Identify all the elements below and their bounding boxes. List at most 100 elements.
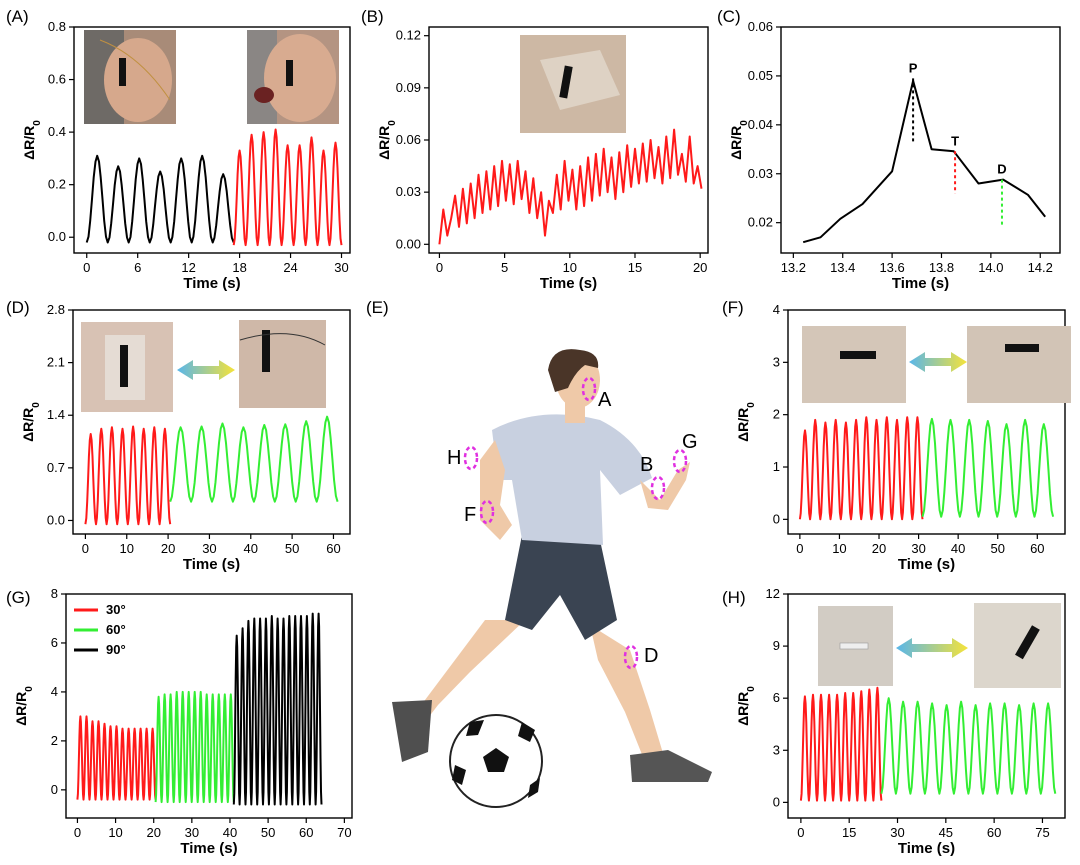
plot-frame: [65, 593, 353, 819]
chart-b: 0 5 10 15 20 0.00 0.03 0.06 0.09 0.12 Time (s) ΔR/R…: [376, 26, 709, 292]
series-line-1: [802, 79, 1046, 244]
y-axis-title: ΔR/R0: [13, 686, 35, 726]
panel-label-h: (H): [722, 588, 746, 607]
y-tick-label: 4: [773, 302, 780, 317]
y-tick-label: 2.1: [47, 355, 65, 370]
legend-label: 90°: [106, 642, 126, 657]
x-tick-label: 0: [796, 541, 803, 556]
y-tick-label: 0.05: [748, 68, 773, 83]
x-tick-label: 50: [990, 541, 1004, 556]
y-axis-title: ΔR/R0: [728, 120, 750, 160]
y-tick-label: 2: [773, 407, 780, 422]
annotation-label-t: T: [951, 133, 959, 148]
y-tick-label: 0.0: [48, 229, 66, 244]
photo-f-elbow-bent: [967, 326, 1071, 403]
x-axis-title: Time (s): [892, 275, 949, 292]
y-tick-label: 8: [51, 586, 58, 601]
runner-illustration: [392, 349, 712, 782]
x-tick-label: 30: [202, 541, 216, 556]
y-axis-title: ΔR/R0: [21, 120, 43, 160]
plot-frame: [787, 309, 1066, 535]
x-tick-label: 10: [563, 260, 577, 275]
x-axis-title: Time (s): [180, 840, 237, 857]
y-tick-label: 0.4: [48, 124, 66, 139]
marker-a: A: [598, 389, 612, 411]
panel-label-a: (A): [6, 7, 29, 26]
x-tick-label: 13.2: [781, 260, 806, 275]
x-tick-label: 20: [693, 260, 707, 275]
x-axis-title: Time (s): [183, 275, 240, 292]
y-tick-label: 0.0: [47, 512, 65, 527]
x-axis-title: Time (s): [898, 840, 955, 857]
x-axis-title: Time (s): [183, 556, 240, 573]
y-tick-label: 0.12: [396, 28, 421, 43]
x-tick-label: 40: [244, 541, 258, 556]
photo-d-knee-bent: [239, 320, 326, 408]
panel-label-d: (D): [6, 298, 30, 317]
x-tick-label: 10: [108, 825, 122, 840]
photo-d-knee-straight: [81, 322, 173, 412]
x-tick-label: 15: [628, 260, 642, 275]
chart-h: 0 15 30 45 60 75 0 3 6 9 12 Time (s) ΔR/R0: [735, 586, 1066, 857]
location-markers: A B G H F D: [447, 376, 698, 670]
y-tick-label: 0: [773, 794, 780, 809]
chart-d: 0 10 20 30 40 50 60 0.0 0.7 1.4 2.1 2.8 Time (s) ΔR/R…: [20, 302, 351, 573]
plot-frame: [780, 26, 1061, 254]
x-tick-label: 10: [832, 541, 846, 556]
x-tick-label: 24: [283, 260, 297, 275]
x-tick-label: 20: [872, 541, 886, 556]
x-tick-label: 45: [939, 825, 953, 840]
x-tick-label: 40: [951, 541, 965, 556]
y-tick-label: 0.00: [396, 236, 421, 251]
y-tick-label: 1: [773, 459, 780, 474]
series-line-1: [799, 686, 883, 802]
y-tick-label: 0.03: [748, 166, 773, 181]
x-tick-label: 13.4: [830, 260, 855, 275]
annotation-label-d: D: [997, 162, 1006, 177]
marker-d: D: [644, 645, 658, 667]
x-tick-label: 75: [1035, 825, 1049, 840]
x-tick-label: 60: [299, 825, 313, 840]
y-tick-label: 0.03: [396, 184, 421, 199]
double-arrow-icon: [177, 352, 968, 658]
plot-frame: [72, 309, 351, 535]
x-tick-label: 13.6: [879, 260, 904, 275]
series-line-1: [438, 128, 703, 245]
y-axis-title: ΔR/R0: [376, 120, 398, 160]
x-tick-label: 10: [120, 541, 134, 556]
x-tick-label: 15: [842, 825, 856, 840]
y-tick-label: 0: [773, 511, 780, 526]
chart-g: 0 10 20 30 40 50 60 70 0 2 4 6 8 Time (s) ΔR/R0 30° 60° 9…: [13, 586, 353, 857]
photo-a-open-mouth: [247, 30, 339, 124]
x-tick-label: 14.0: [978, 260, 1003, 275]
x-tick-label: 60: [987, 825, 1001, 840]
chart-c: 13.2 13.4 13.6 13.8 14.0 14.2 0.02 0.03 0.04 0.05…: [728, 19, 1061, 292]
x-tick-label: 6: [134, 260, 141, 275]
photo-h-wrist-bent: [974, 603, 1061, 688]
panel-label-g: (G): [6, 588, 31, 607]
y-tick-label: 2: [51, 733, 58, 748]
x-tick-label: 50: [285, 541, 299, 556]
x-tick-label: 0: [797, 825, 804, 840]
y-tick-label: 6: [51, 635, 58, 650]
y-tick-label: 0.02: [748, 215, 773, 230]
photo-f-elbow-straight: [802, 326, 906, 403]
y-tick-label: 4: [51, 684, 58, 699]
plot-frame: [787, 593, 1066, 819]
y-tick-label: 0.7: [47, 460, 65, 475]
soccer-ball-icon: [449, 714, 543, 808]
series-line-3: [232, 612, 323, 806]
panel-label-f: (F): [722, 298, 744, 317]
marker-f: F: [464, 504, 476, 526]
series-line-1: [85, 154, 235, 244]
x-tick-label: 70: [337, 825, 351, 840]
series-line-2: [169, 415, 339, 503]
y-tick-label: 0.06: [748, 19, 773, 34]
y-tick-label: 9: [773, 638, 780, 653]
y-axis-title: ΔR/R0: [20, 402, 42, 442]
series-line-2: [880, 697, 1057, 795]
x-tick-label: 0: [74, 825, 81, 840]
annotation-label-p: P: [909, 60, 918, 75]
chart-f: 0 10 20 30 40 50 60 0 1 2 3 4 Time (s) ΔR/R0: [735, 302, 1066, 573]
